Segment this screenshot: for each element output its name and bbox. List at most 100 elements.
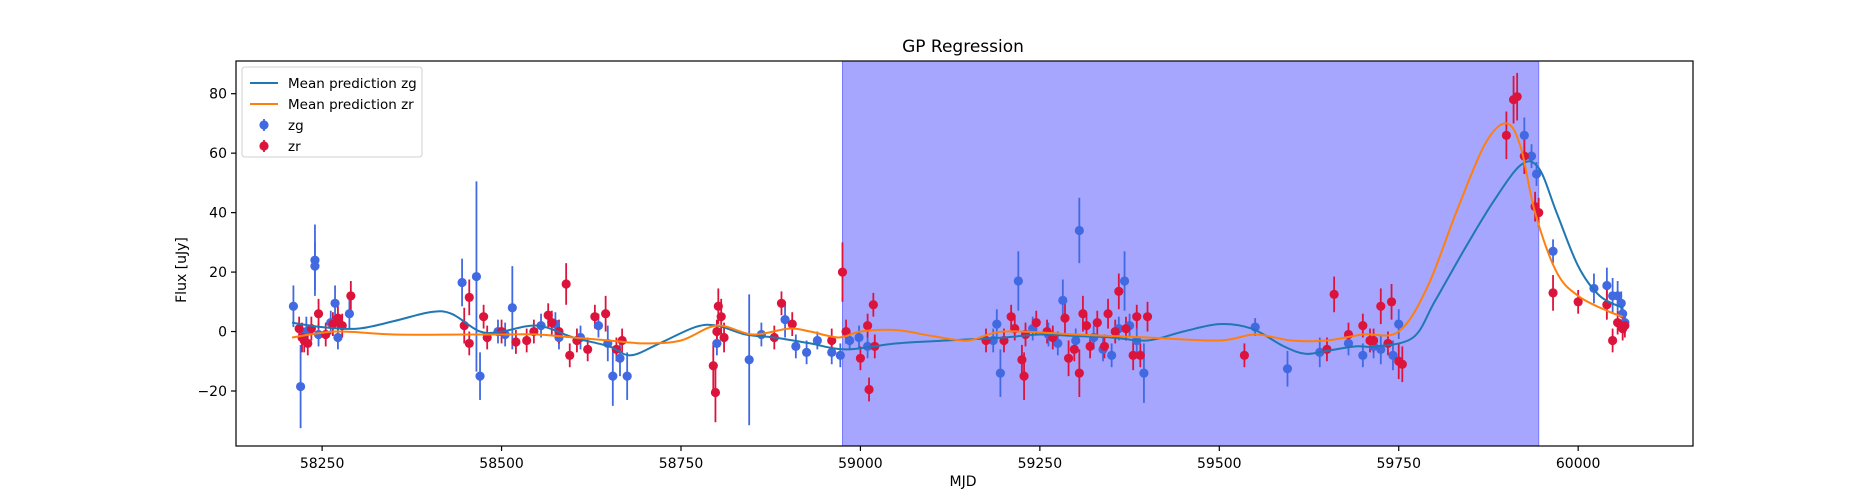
point-zr — [1092, 318, 1102, 328]
point-zg — [593, 320, 604, 331]
point-zg — [1139, 368, 1149, 378]
point-zr — [1397, 359, 1407, 369]
point-zg — [1282, 364, 1293, 374]
point-zr — [346, 291, 356, 301]
legend-label: zg — [288, 118, 304, 134]
x-axis-label: MJD — [950, 474, 977, 490]
point-zg — [1074, 225, 1084, 236]
point-zr — [1620, 320, 1630, 331]
point-zr — [303, 338, 313, 349]
point-zr — [583, 344, 593, 354]
x-tick-label: 58750 — [659, 456, 704, 472]
point-zr — [1142, 312, 1153, 322]
legend-marker-swatch — [259, 120, 269, 130]
point-zg — [801, 347, 812, 357]
point-zr — [1608, 335, 1618, 346]
line-mean-prediction-zr — [291, 122, 1624, 345]
point-zg — [1058, 295, 1068, 305]
point-zr — [1376, 301, 1386, 311]
point-zr — [1069, 344, 1079, 354]
point-zr — [1019, 371, 1029, 381]
legend-box — [241, 66, 423, 158]
point-zr — [333, 313, 343, 323]
point-zr — [1081, 320, 1092, 331]
point-zr — [1386, 297, 1397, 307]
point-zr — [464, 292, 474, 302]
point-zr — [1099, 341, 1110, 352]
x-tick-label: 58250 — [300, 456, 345, 472]
y-axis-label: Flux [uJy] — [174, 237, 190, 303]
point-zr — [1239, 350, 1250, 360]
point-zr — [590, 312, 600, 322]
point-zr — [464, 338, 474, 349]
point-zg — [1519, 130, 1529, 140]
point-zr — [708, 361, 718, 371]
point-zr — [1006, 312, 1016, 322]
point-zr — [1132, 312, 1142, 322]
point-zr — [294, 323, 304, 334]
point-zr — [716, 312, 726, 322]
point-zg — [1013, 276, 1023, 286]
point-zr — [543, 310, 553, 320]
line-mean-prediction-zg — [291, 160, 1624, 357]
point-zg — [827, 347, 837, 357]
point-zr — [1548, 288, 1558, 298]
point-zr — [841, 326, 851, 337]
point-zr — [776, 298, 787, 308]
point-zg — [1526, 151, 1537, 161]
legend-label: Mean prediction zr — [288, 97, 414, 113]
y-tick-label: −20 — [197, 384, 227, 400]
point-zg — [780, 315, 790, 325]
point-zr — [1114, 286, 1124, 297]
point-zr — [1501, 130, 1511, 140]
point-zr — [710, 387, 721, 398]
point-zr — [1103, 309, 1113, 319]
point-zr — [547, 318, 557, 328]
point-zr — [1369, 335, 1379, 346]
point-zg — [1548, 246, 1558, 256]
point-zg — [835, 350, 845, 360]
x-tick-label: 59500 — [1197, 456, 1242, 472]
point-zg — [471, 271, 482, 282]
point-zr — [837, 267, 848, 277]
x-tick-label: 58500 — [479, 456, 524, 472]
point-zr — [1329, 289, 1339, 299]
point-zg — [288, 301, 299, 311]
point-zr — [1121, 323, 1131, 334]
point-zr — [1383, 338, 1393, 349]
point-zg — [1343, 338, 1354, 349]
point-zr — [1017, 355, 1027, 365]
point-zg — [344, 309, 355, 319]
point-zr — [1358, 320, 1368, 331]
legend-label: zr — [288, 139, 301, 155]
point-zr — [1031, 318, 1041, 328]
point-zr — [601, 309, 611, 319]
point-zg — [475, 371, 485, 381]
point-zg — [992, 319, 1002, 329]
plot-area: 58250 58500 58750 59000 59250 59500 59750 60000… — [197, 60, 1694, 472]
point-zg — [1119, 276, 1130, 286]
legend: Mean prediction zg Mean prediction zr zg zr — [241, 66, 423, 158]
point-zg — [1071, 335, 1081, 346]
shaded-region — [841, 60, 1540, 447]
x-tick-label: 59000 — [838, 456, 883, 472]
point-zg — [854, 332, 864, 343]
x-tick-label: 59250 — [1018, 456, 1063, 472]
y-tick-label: 0 — [218, 325, 227, 341]
point-zg — [744, 355, 754, 365]
point-zg — [330, 298, 340, 308]
point-zr — [713, 301, 723, 311]
point-zg — [1107, 350, 1117, 360]
point-zr — [787, 319, 797, 329]
point-zr — [1135, 350, 1145, 360]
point-zr — [1074, 368, 1084, 378]
x-tick-label: 60000 — [1556, 456, 1601, 472]
legend-label: Mean prediction zg — [288, 76, 417, 92]
point-zg — [608, 371, 618, 381]
point-zg — [1388, 350, 1398, 360]
point-zg — [457, 277, 467, 288]
point-zg — [1531, 169, 1542, 179]
point-zg — [1394, 319, 1404, 329]
